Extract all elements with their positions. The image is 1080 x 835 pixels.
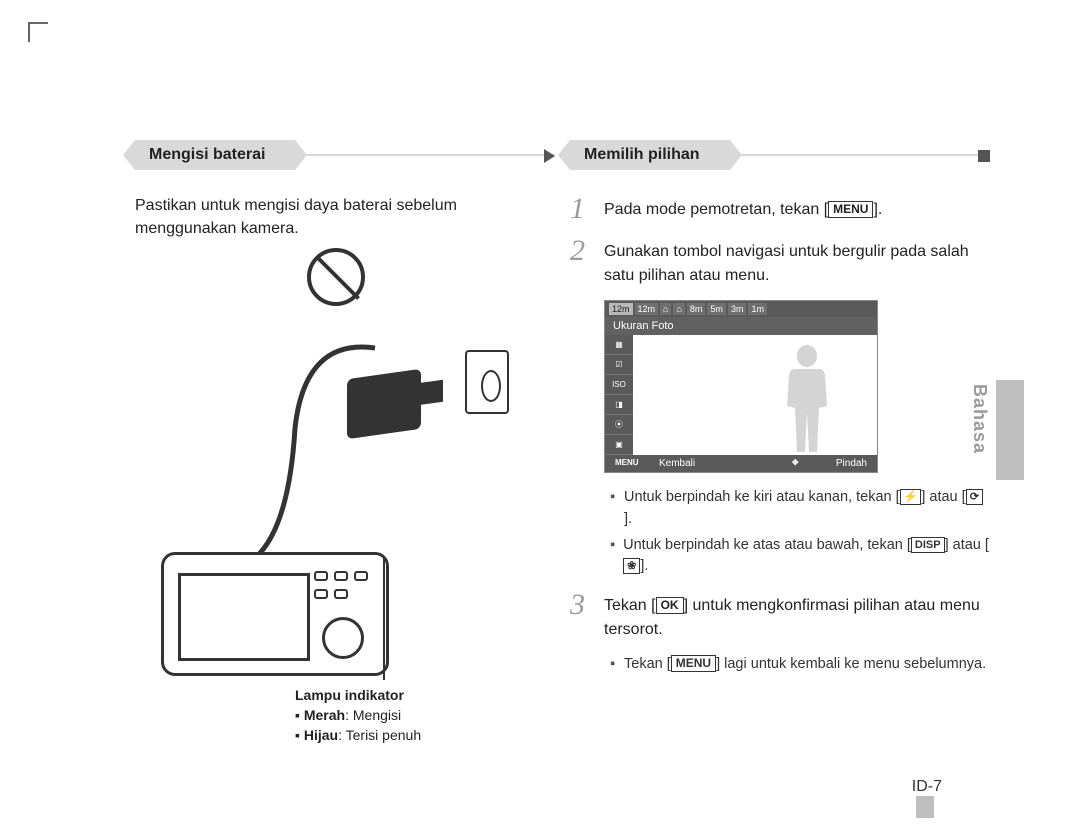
person-silhouette-icon	[777, 345, 837, 455]
indicator-line-2: ▪ Hijau: Terisi penuh	[295, 726, 555, 746]
bullet: Tekan [MENU] lagi untuk kembali ke menu …	[610, 654, 990, 676]
menu-tabs: 12m 12m ⌂ ⌂ 8m 5m 3m 1m	[605, 301, 877, 317]
page: Mengisi baterai Pastikan untuk mengisi d…	[60, 40, 1020, 800]
step-number: 2	[570, 236, 604, 288]
step-2: 2 Gunakan tombol navigasi untuk bergulir…	[570, 236, 990, 288]
bullet: Untuk berpindah ke kiri atau kanan, teka…	[610, 487, 990, 531]
side-tab	[996, 380, 1024, 480]
disp-tag: DISP	[911, 537, 945, 553]
macro-icon: ❀	[623, 558, 640, 574]
charging-diagram	[135, 260, 515, 680]
left-column: Mengisi baterai Pastikan untuk mengisi d…	[135, 140, 555, 745]
menu-tag: MENU	[828, 201, 873, 218]
menu-canvas	[633, 335, 877, 455]
flash-icon: ⚡	[900, 489, 922, 505]
right-header-title: Memilih pilihan	[570, 140, 730, 170]
play-icon	[544, 149, 555, 168]
camera-back	[161, 552, 389, 676]
menu-footer: MENU Kembali ✥ Pindah	[605, 455, 877, 472]
indicator-caption: Lampu indikator ▪ Merah: Mengisi ▪ Hijau…	[135, 686, 555, 745]
step-text: Pada mode pemotretan, tekan [MENU].	[604, 194, 882, 224]
step-3: 3 Tekan [OK] untuk mengkonfirmasi piliha…	[570, 590, 990, 642]
prohibit-icon	[307, 248, 365, 306]
bullet: Untuk berpindah ke atas atau bawah, teka…	[610, 535, 990, 579]
ok-tag: OK	[656, 597, 684, 614]
menu-preview: 12m 12m ⌂ ⌂ 8m 5m 3m 1m Ukuran Foto ▦ ☑ …	[604, 300, 878, 473]
stop-icon	[978, 149, 990, 167]
step-number: 1	[570, 194, 604, 224]
indicator-line-1: ▪ Merah: Mengisi	[295, 706, 555, 726]
step-text: Tekan [OK] untuk mengkonfirmasi pilihan …	[604, 590, 990, 642]
menu-side-icons: ▦ ☑ ISO ◨ ⦿ ▣	[605, 335, 633, 455]
indicator-leader-line	[383, 558, 385, 680]
menu-tag: MENU	[671, 655, 716, 672]
left-header-title: Mengisi baterai	[135, 140, 295, 170]
camera-buttons	[314, 571, 372, 607]
step-text: Gunakan tombol navigasi untuk bergulir p…	[604, 236, 990, 288]
timer-icon: ⟳	[966, 489, 983, 505]
menu-label: Ukuran Foto	[605, 317, 877, 335]
step-1: 1 Pada mode pemotretan, tekan [MENU].	[570, 194, 990, 224]
step-number: 3	[570, 590, 604, 642]
page-number: ID-7	[912, 778, 942, 796]
sub-bullets-2: Tekan [MENU] lagi untuk kembali ke menu …	[610, 654, 990, 676]
right-header: Memilih pilihan	[570, 140, 990, 170]
side-tab-label: Bahasa	[969, 384, 990, 454]
indicator-title: Lampu indikator	[295, 686, 555, 706]
camera-dpad	[322, 617, 364, 659]
right-column: Memilih pilihan 1 Pada mode pemotretan, …	[570, 140, 990, 680]
page-number-bar	[916, 796, 934, 818]
left-intro: Pastikan untuk mengisi daya baterai sebe…	[135, 194, 555, 240]
sub-bullets-1: Untuk berpindah ke kiri atau kanan, teka…	[610, 487, 990, 578]
left-header: Mengisi baterai	[135, 140, 555, 170]
camera-lcd	[178, 573, 310, 661]
